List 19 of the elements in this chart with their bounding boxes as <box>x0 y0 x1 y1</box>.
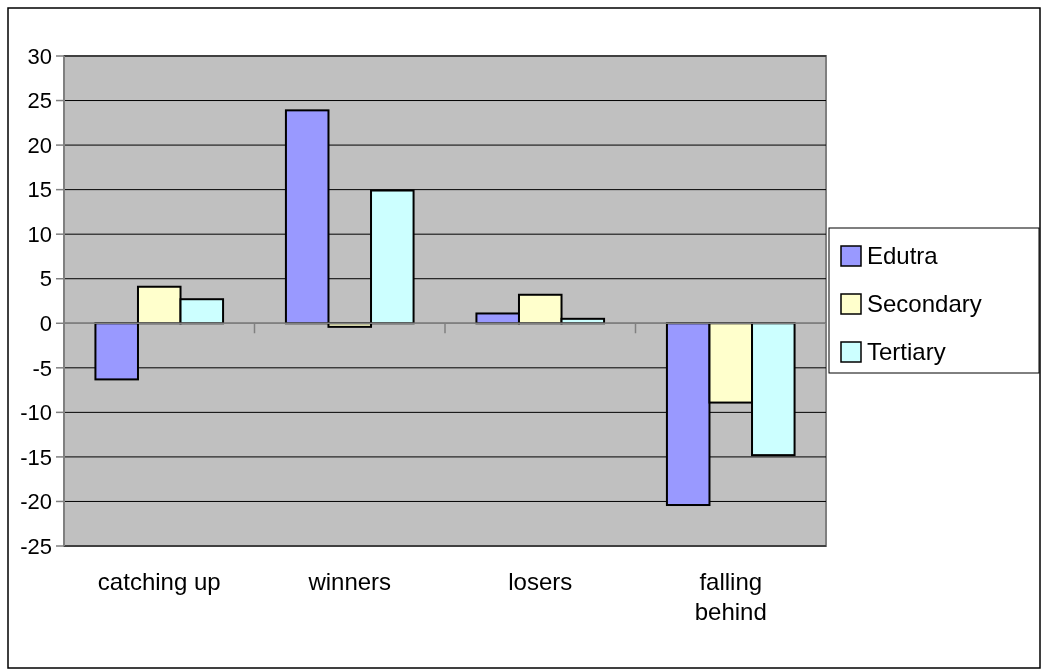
y-tick-label: -20 <box>20 489 52 515</box>
y-tick-label: 25 <box>27 88 52 114</box>
y-tick-label: -5 <box>32 355 52 381</box>
x-tick-label: catching up <box>97 568 221 595</box>
x-tick-label: falling behind <box>694 568 767 625</box>
legend-label: Edutra <box>867 242 939 269</box>
legend-label: Secondary <box>867 290 982 317</box>
y-tick-label: 30 <box>27 43 52 69</box>
y-tick-label: -25 <box>20 533 52 559</box>
y-tick-label: 15 <box>27 177 52 203</box>
legend-label: Tertiary <box>867 338 946 365</box>
y-tick-label: 20 <box>27 132 52 158</box>
y-tick-label: 0 <box>39 310 52 336</box>
x-tick-label: winners <box>307 568 392 595</box>
y-tick-label: -15 <box>20 444 52 470</box>
y-tick-label: 5 <box>39 266 52 292</box>
y-tick-label: -10 <box>20 400 52 426</box>
y-tick-label: 10 <box>27 221 52 247</box>
x-tick-label: losers <box>508 568 573 595</box>
